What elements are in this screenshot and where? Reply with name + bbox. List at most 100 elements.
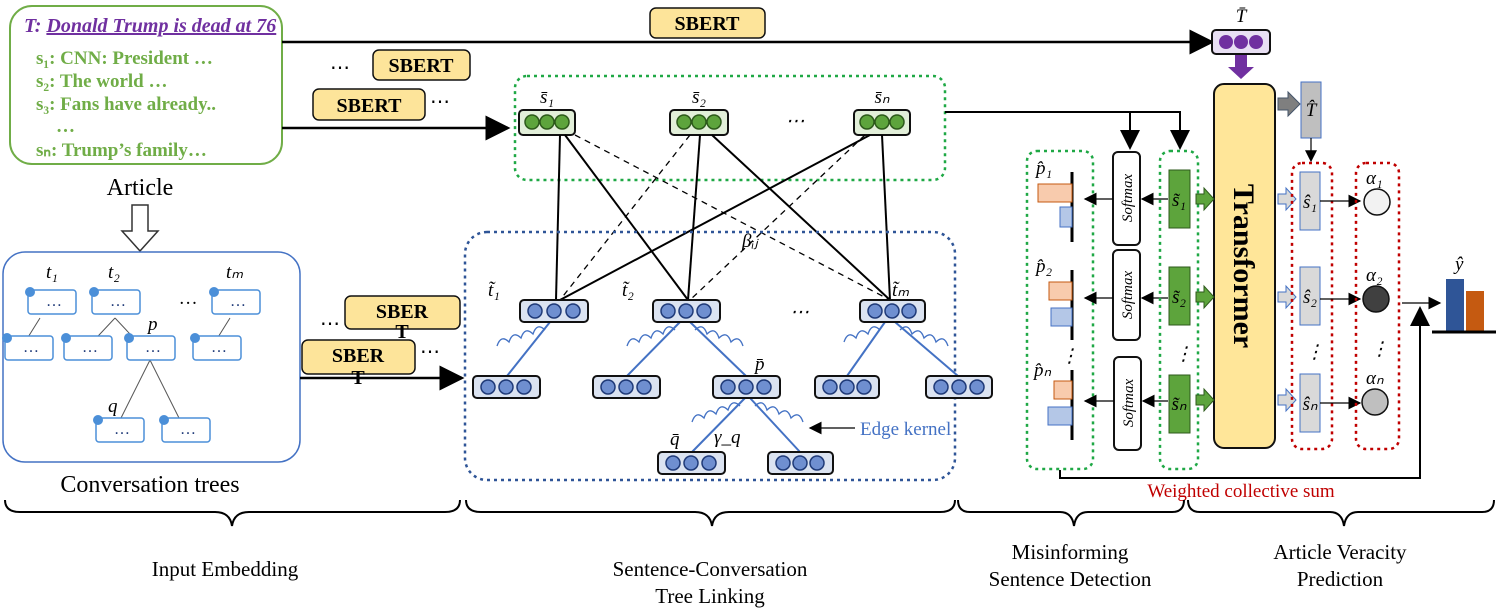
dots: ⋯ xyxy=(320,313,340,335)
dots: ⋯ xyxy=(330,57,350,79)
p-bar-label: p̄ xyxy=(753,354,765,375)
sbert-box-title: SBERT xyxy=(649,7,766,39)
dots: ⋯ xyxy=(420,341,440,363)
alpha1-label: α₁ xyxy=(1366,168,1383,189)
dots: … xyxy=(180,288,197,309)
sn-bar-label: s̄ₙ xyxy=(875,87,890,108)
prediction-bars xyxy=(1037,172,1074,440)
sbert-label: SBER xyxy=(376,301,429,323)
shn-label: ŝₙ xyxy=(1303,394,1318,415)
q-label: q xyxy=(108,396,118,417)
dots: ⋯ xyxy=(786,111,805,132)
tm-tilde-label: t̃ₘ xyxy=(892,280,909,301)
alpha2-label: α₂ xyxy=(1366,265,1383,286)
softmax-label: Softmax xyxy=(1120,173,1136,222)
softmax-blocks: Softmax Softmax Softmax xyxy=(1112,151,1142,451)
weighted-sum-label: Weighted collective sum xyxy=(1147,481,1335,502)
article-sentence: sₙ: Trump’s family… xyxy=(36,140,207,161)
article-sentence: … xyxy=(56,116,75,137)
p1-label: p̂₁ xyxy=(1034,158,1052,179)
sentence-embeddings-box xyxy=(513,74,947,182)
edge-kernel-label: Edge kernel xyxy=(860,419,951,440)
sbert-box-sentences: ⋯ SBERT SBERT ⋯ xyxy=(312,49,471,121)
transformer-label: Transformer xyxy=(1227,184,1260,348)
tm-label: tₘ xyxy=(226,262,243,283)
sbert-label: T xyxy=(351,367,365,389)
tree-embeddings-box xyxy=(463,230,957,482)
t-bar-node: T̄ xyxy=(1211,6,1271,79)
sh1-label: ŝ₁ xyxy=(1303,192,1317,213)
prediction-box xyxy=(1025,149,1095,471)
pn-label: p̂ₙ xyxy=(1032,360,1052,381)
transformer-block: Transformer xyxy=(1213,83,1276,449)
sentence-hat-box xyxy=(1290,161,1334,451)
tweet-text: … xyxy=(110,293,126,310)
bird-icon xyxy=(2,287,219,425)
vdots: ⋮ xyxy=(1305,342,1324,363)
article-sentence: s₃: Fans have already.. xyxy=(36,94,216,115)
sh2-label: ŝ₂ xyxy=(1303,287,1317,308)
attention-weights-box xyxy=(1354,161,1401,451)
tweet-text: … xyxy=(82,339,98,356)
down-arrow-icon xyxy=(1228,55,1254,79)
tweet-text: … xyxy=(230,293,246,310)
section-veracity: Article Veracity xyxy=(1273,540,1407,564)
tree-edges xyxy=(496,321,959,453)
t2-label: t₂ xyxy=(108,262,120,283)
section-input-embedding: Input Embedding xyxy=(152,557,299,581)
sentence-tilde-nodes: s̃₁ s̃₂ s̃ₙ ⋮ xyxy=(1168,169,1193,434)
sbert-label: SBERT xyxy=(337,95,403,117)
tweet-text: … xyxy=(114,421,130,438)
conversation-trees-label: Conversation trees xyxy=(60,472,239,498)
st2-label: s̃₂ xyxy=(1172,287,1186,308)
p2-label: p̂₂ xyxy=(1034,256,1053,277)
tweet-text: … xyxy=(211,339,227,356)
softmax-label: Softmax xyxy=(1121,378,1137,427)
t1-label: t₁ xyxy=(46,262,58,283)
sbert-label: SBERT xyxy=(389,55,455,77)
sbert-label: SBERT xyxy=(675,13,741,35)
stn-label: s̃ₙ xyxy=(1172,394,1187,415)
tweet-text: … xyxy=(145,339,161,356)
vdots: ⋮ xyxy=(1370,339,1389,360)
vdots: ⋮ xyxy=(1174,344,1193,365)
t-hat-node: T̂ xyxy=(1300,81,1322,139)
sbert-label: SBER xyxy=(332,345,385,367)
sentence-tilde-box xyxy=(1158,149,1200,471)
t1-tilde-label: t̃₁ xyxy=(488,280,500,301)
vdots: ⋮ xyxy=(1060,346,1079,367)
softmax-label: Softmax xyxy=(1120,270,1136,319)
dots: ⋯ xyxy=(430,91,450,113)
article-title-prefix: T: xyxy=(24,15,41,37)
article-sentence: s₁: CNN: President … xyxy=(36,48,213,69)
article-label: Article xyxy=(107,175,174,201)
output-bars: ŷ xyxy=(1432,254,1496,334)
s2-bar-label: s̄₂ xyxy=(692,87,706,108)
t-bar-label: T̄ xyxy=(1236,6,1248,27)
tree-nodes xyxy=(472,299,993,475)
conversation-trees-box: … … … … … … … … … t₁ t₂ tₘ p q … xyxy=(2,251,301,463)
svg-text:T: Donald Trump is dead at 76: T: Donald Trump is dead at 76 xyxy=(24,15,276,37)
alphan-label: αₙ xyxy=(1366,368,1384,389)
dashed-link-lines xyxy=(559,134,891,301)
beta-label: βᵢⱼ xyxy=(741,231,759,252)
link-lines xyxy=(555,134,891,301)
attention-weights: α₁ α₂ αₙ ⋮ xyxy=(1361,168,1391,416)
sentence-nodes xyxy=(518,109,911,136)
s1-bar-label: s̄₁ xyxy=(540,87,554,108)
article-sentence: s₂: The world … xyxy=(36,71,168,92)
article-box: T: Donald Trump is dead at 76 s₁: CNN: P… xyxy=(9,5,283,165)
section-linking: Sentence-Conversation xyxy=(613,557,808,581)
y-hat-label: ŷ xyxy=(1453,254,1464,275)
tweet-text: … xyxy=(23,339,39,356)
t-hat-label: T̂ xyxy=(1306,100,1318,121)
sbert-box-trees: ⋯ SBERT SBERT ⋯ xyxy=(301,295,461,389)
p-label: p xyxy=(146,314,158,335)
article-title: Donald Trump is dead at 76 xyxy=(45,15,276,37)
section-misinforming: Sentence Detection xyxy=(989,567,1152,591)
st1-label: s̃₁ xyxy=(1172,190,1186,211)
down-arrow-icon xyxy=(120,204,160,253)
tweet-text: … xyxy=(180,421,196,438)
tweet-nodes: … … … … … … … … … xyxy=(2,287,261,443)
